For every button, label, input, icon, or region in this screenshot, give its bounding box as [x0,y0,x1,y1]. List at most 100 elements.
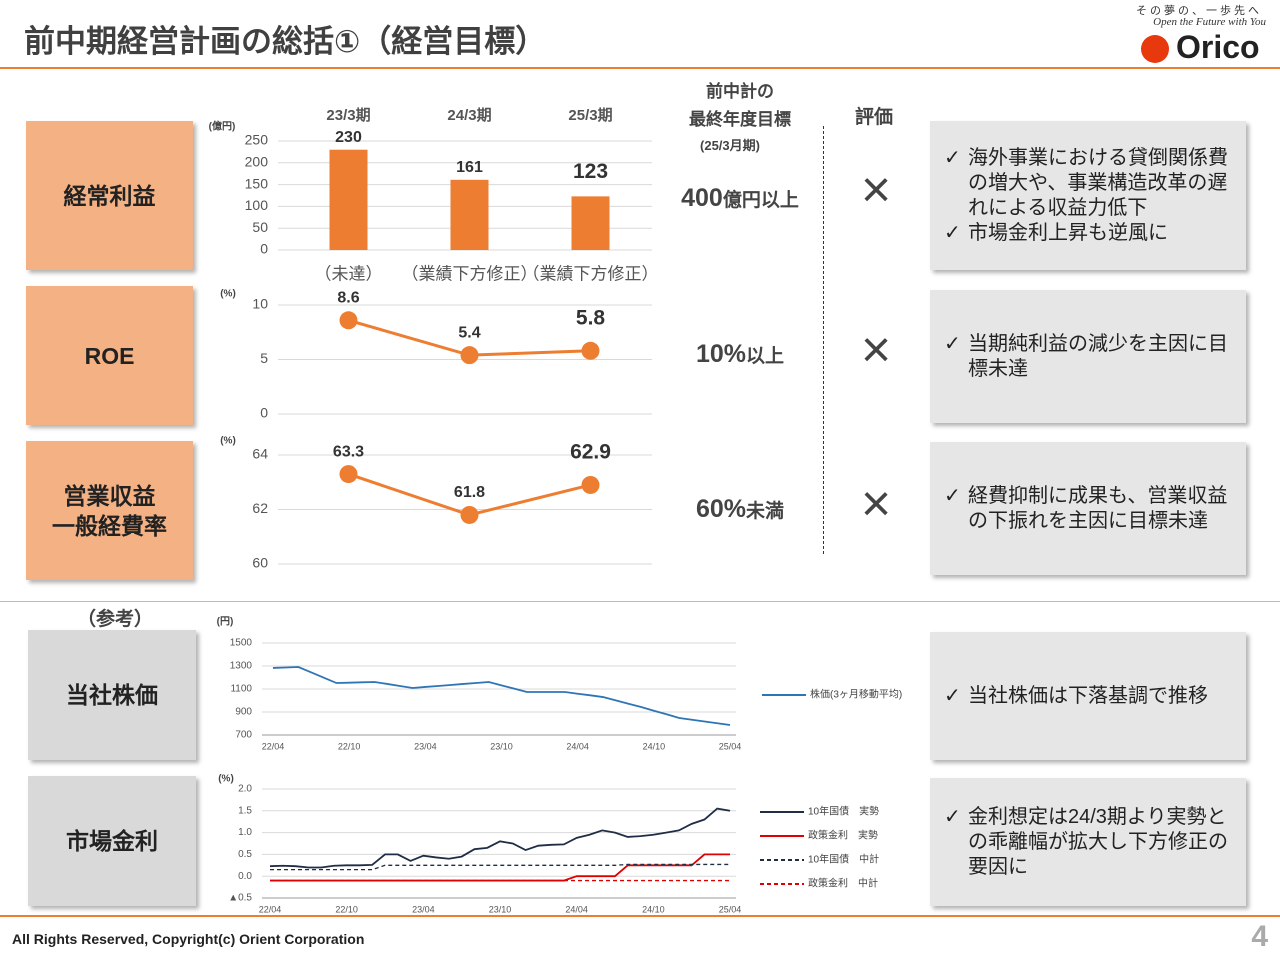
comment: 海外事業における貸倒関係費の増大や、事業構造改革の遅れによる収益力低下 [944,146,1232,221]
y-tick-label: 150 [245,175,269,191]
row-label: 経常利益 [26,121,193,270]
x-tick-label: 24/04 [566,741,589,751]
data-label: 5.8 [576,306,606,329]
line [269,807,731,869]
x-tick-label: 23/10 [489,904,512,914]
x-tick-label: 24/10 [642,904,665,914]
evaluation-header: 評価 [854,107,893,128]
legend-label: 10年国債 中計 [808,853,879,866]
comment-box: 当社株価は下落基調で推移 [930,632,1246,760]
x-tick-label: 22/10 [335,904,358,914]
copyright: All Rights Reserved, Copyright(c) Orient… [12,931,365,947]
y-tick-label: 700 [235,730,252,741]
marker [581,341,600,360]
data-label: 123 [573,160,608,183]
y-tick-label: 64 [252,446,268,462]
x-tick-label: 25/04 [719,741,742,751]
bar [450,179,489,250]
target: 10%以上 [660,340,820,369]
comment: 経費抑制に成果も、営業収益の下振れを主因に目標未達 [944,484,1232,534]
data-label: 230 [335,129,362,146]
reference-title: （参考） [76,609,153,630]
y-tick-label: 200 [245,154,269,170]
y-tick-label: 5 [260,350,268,366]
comment-box: 海外事業における貸倒関係費の増大や、事業構造改革の遅れによる収益力低下市場金利上… [930,121,1246,270]
y-tick-label: 1.0 [238,827,252,838]
y-unit: (円) [217,616,234,628]
data-label: 161 [456,159,483,176]
target: 400億円以上 [660,184,820,213]
data-label: 61.8 [454,484,485,501]
x-tick-label: 25/04 [719,904,742,914]
annotation: （業績下方修正） [402,264,538,283]
legend-label: 政策金利 中計 [808,877,878,890]
y-tick-label: 1.5 [238,805,252,816]
marker [581,475,600,494]
x-tick-label: 22/10 [338,741,361,751]
y-tick-label: 1300 [230,661,253,672]
row-label: 市場金利 [28,776,196,906]
annotation: （業績下方修正） [523,264,659,283]
comment: 市場金利上昇も逆風に [944,221,1232,246]
x-tick-label: 23/04 [412,904,435,914]
comment-box: 金利想定は24/3期より実勢との乖離幅が拡大し下方修正の要因に [930,778,1246,906]
marker [339,311,358,330]
x-tick-label: 23/10 [490,741,513,751]
y-tick-label: 100 [245,197,269,213]
x-tick-label: 23/04 [414,741,437,751]
x-tick-label: 22/04 [262,741,285,751]
section-rule [0,601,1280,602]
slogan: Open the Future with You [1153,16,1266,28]
comment-box: 当期純利益の減少を主因に目標未達 [930,290,1246,423]
x-tick-label: 22/04 [259,904,282,914]
category-label: 23/3期 [326,106,370,124]
y-tick-label: 0 [260,405,268,421]
line [272,666,731,726]
y-tick-label: 1100 [230,684,252,695]
marker [339,465,358,484]
legend-label: 株価(3ヶ月移動平均) [810,688,902,701]
target-number: 10% [695,340,747,368]
annotation: （未達） [315,264,383,283]
data-label: 62.9 [570,441,611,464]
y-tick-label: 0 [260,241,268,257]
footer-rule [0,915,1280,917]
title: 前中期経営計画の総括①（経営目標） [24,24,547,59]
y-tick-label: 900 [235,707,252,718]
category-label: 25/3期 [568,106,612,124]
category-label: 24/3期 [447,106,491,124]
logo-circle [1141,35,1169,63]
marker [460,346,479,365]
header-rule [0,67,1280,69]
line [270,853,730,882]
comment: 金利想定は24/3期より実勢との乖離幅が拡大し下方修正の要因に [944,805,1232,880]
target-number: 60% [695,495,747,523]
evaluation: × [860,321,892,379]
tagline: その夢の、一歩先へ [1136,5,1262,17]
y-unit: (億円) [209,120,236,133]
y-tick-label: 0.5 [238,849,252,860]
y-unit: (%) [220,436,236,447]
target-period: (25/3月期) [700,138,760,153]
y-tick-label: 0.0 [238,871,252,882]
evaluation: × [860,161,892,219]
data-label: 63.3 [333,443,364,460]
divider [823,126,824,554]
y-tick-label: 10 [252,296,268,312]
y-tick-label: ▲0.5 [228,893,252,904]
target-unit: 億円以上 [722,190,799,211]
target-number: 400 [681,184,723,212]
row-label: ROE [26,286,193,425]
brand: Orico [1176,29,1260,65]
target-header: 前中計の 最終年度目標 [689,82,791,129]
y-tick-label: 62 [252,500,268,516]
x-tick-label: 24/04 [565,904,588,914]
y-unit: (%) [218,774,234,785]
data-label: 8.6 [337,289,359,306]
row-label: 当社株価 [28,630,196,760]
target-unit: 以上 [746,346,785,367]
y-tick-label: 60 [252,555,268,571]
legend-label: 政策金利 実勢 [808,829,878,842]
